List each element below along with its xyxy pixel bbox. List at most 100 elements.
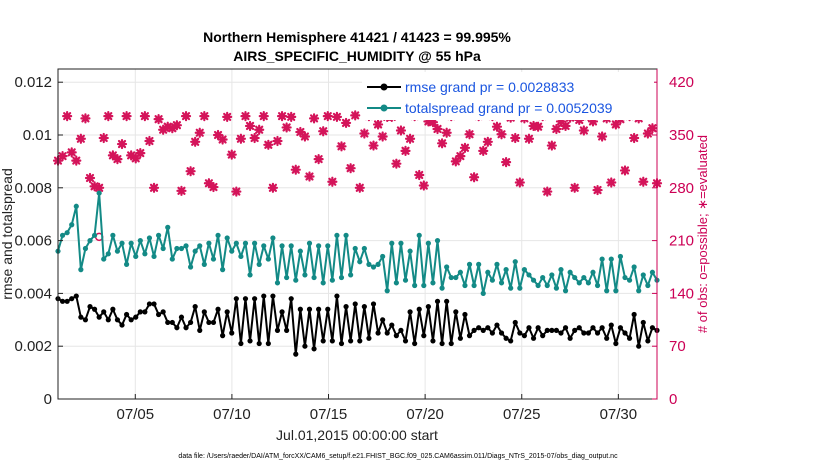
totalspread-point — [178, 245, 185, 252]
rmse-point — [288, 296, 294, 302]
totalspread-point — [425, 240, 431, 246]
rmse-point — [585, 330, 592, 336]
rmse-point — [119, 322, 125, 328]
rmse-point — [581, 330, 587, 336]
totalspread-point — [169, 256, 175, 262]
obs-evaluated-marker — [555, 116, 567, 127]
obs-evaluated-marker — [249, 132, 260, 144]
obs-evaluated-marker — [116, 138, 128, 150]
obs-evaluated-marker — [391, 158, 402, 169]
totalspread-point — [448, 274, 454, 281]
rmse-point — [549, 327, 555, 333]
totalspread-point — [430, 280, 436, 286]
obs-evaluated-marker — [71, 155, 82, 166]
obs-evaluated-marker — [135, 148, 146, 159]
x-tick-label: 07/20 — [406, 406, 444, 423]
y-left-tick-label: 0.012 — [14, 74, 52, 91]
rmse-point — [357, 338, 363, 344]
rmse-point — [64, 298, 70, 304]
totalspread-point — [439, 285, 445, 291]
x-tick-label: 07/05 — [117, 406, 155, 423]
rmse-point — [293, 351, 299, 357]
totalspread-point — [320, 280, 326, 286]
totalspread-point — [279, 243, 285, 249]
totalspread-point — [622, 274, 628, 281]
totalspread-point — [434, 238, 441, 244]
rmse-point — [489, 330, 495, 336]
obs-evaluated-marker — [313, 154, 324, 165]
rmse-point — [352, 301, 358, 307]
totalspread-point — [165, 224, 171, 230]
totalspread-point — [540, 274, 546, 281]
rmse-point — [252, 296, 258, 302]
rmse-point — [361, 304, 367, 310]
x-tick-label: 07/25 — [503, 406, 541, 423]
totalspread-point — [352, 245, 358, 252]
totalspread-point — [87, 238, 93, 244]
totalspread-point — [480, 290, 486, 296]
obs-evaluated-marker — [642, 128, 653, 139]
rmse-point — [160, 309, 166, 315]
rmse-point — [306, 306, 313, 312]
totalspread-point — [288, 243, 294, 249]
rmse-point — [439, 340, 445, 347]
totalspread-point — [215, 232, 221, 238]
obs-evaluated-marker — [464, 129, 475, 140]
obs-evaluated-marker — [560, 120, 571, 132]
totalspread-point — [302, 272, 308, 278]
totalspread-point — [530, 277, 537, 283]
totalspread-point — [521, 267, 527, 273]
y-right-tick-label: 420 — [669, 74, 694, 91]
obs-evaluated-marker — [491, 121, 503, 132]
rmse-point — [530, 335, 537, 341]
obs-evaluated-marker — [263, 139, 274, 150]
rmse-point — [311, 346, 317, 352]
obs-evaluated-marker — [478, 145, 489, 156]
rmse-point — [87, 304, 93, 310]
rmse-point — [617, 325, 624, 331]
rmse-point — [576, 325, 582, 331]
totalspread-point — [567, 269, 573, 275]
obs-evaluated-marker — [436, 138, 448, 149]
rmse-point — [334, 293, 340, 299]
totalspread-point — [384, 288, 390, 294]
rmse-point — [457, 335, 463, 341]
ticks: 07/05 07/10 07/15 07/20 07/25 07/30 0 0.002 0.00… — [14, 74, 694, 423]
y-left-tick-label: 0.008 — [14, 180, 52, 197]
totalspread-point — [599, 256, 605, 262]
rmse-point — [261, 293, 267, 299]
obs-evaluated-marker — [546, 140, 557, 151]
totalspread-point — [325, 243, 331, 249]
totalspread-point — [453, 274, 459, 281]
totalspread-point — [585, 280, 592, 286]
obs-evaluated-marker — [112, 154, 123, 165]
rmse-point — [503, 335, 509, 341]
obs-evaluated-marker — [226, 149, 237, 160]
totalspread-point — [133, 253, 139, 260]
rmse-point — [640, 319, 646, 326]
rmse-point — [146, 301, 153, 307]
rmse-point — [59, 298, 66, 304]
totalspread-point — [183, 243, 189, 249]
totalspread-point — [626, 277, 633, 283]
rmse-point — [594, 330, 601, 336]
obs-evaluated-marker — [400, 145, 411, 156]
totalspread-point — [572, 274, 578, 281]
rmse-point — [224, 309, 230, 315]
totalspread-point — [357, 259, 363, 265]
totalspread-point — [498, 280, 505, 286]
totalspread-point — [613, 288, 619, 294]
rmse-point — [535, 325, 541, 331]
totalspread-point — [640, 272, 646, 278]
rmse-point — [270, 293, 276, 299]
rmse-point — [114, 317, 121, 323]
obs-evaluated-marker — [139, 111, 150, 122]
obs-evaluated-marker — [290, 164, 301, 175]
rmse-point — [526, 325, 532, 331]
obs-evaluated-marker — [468, 172, 480, 183]
obs-evaluated-marker — [208, 181, 219, 193]
totalspread-point — [348, 272, 354, 278]
series-layer — [52, 110, 663, 357]
obs-evaluated-marker — [121, 111, 132, 122]
